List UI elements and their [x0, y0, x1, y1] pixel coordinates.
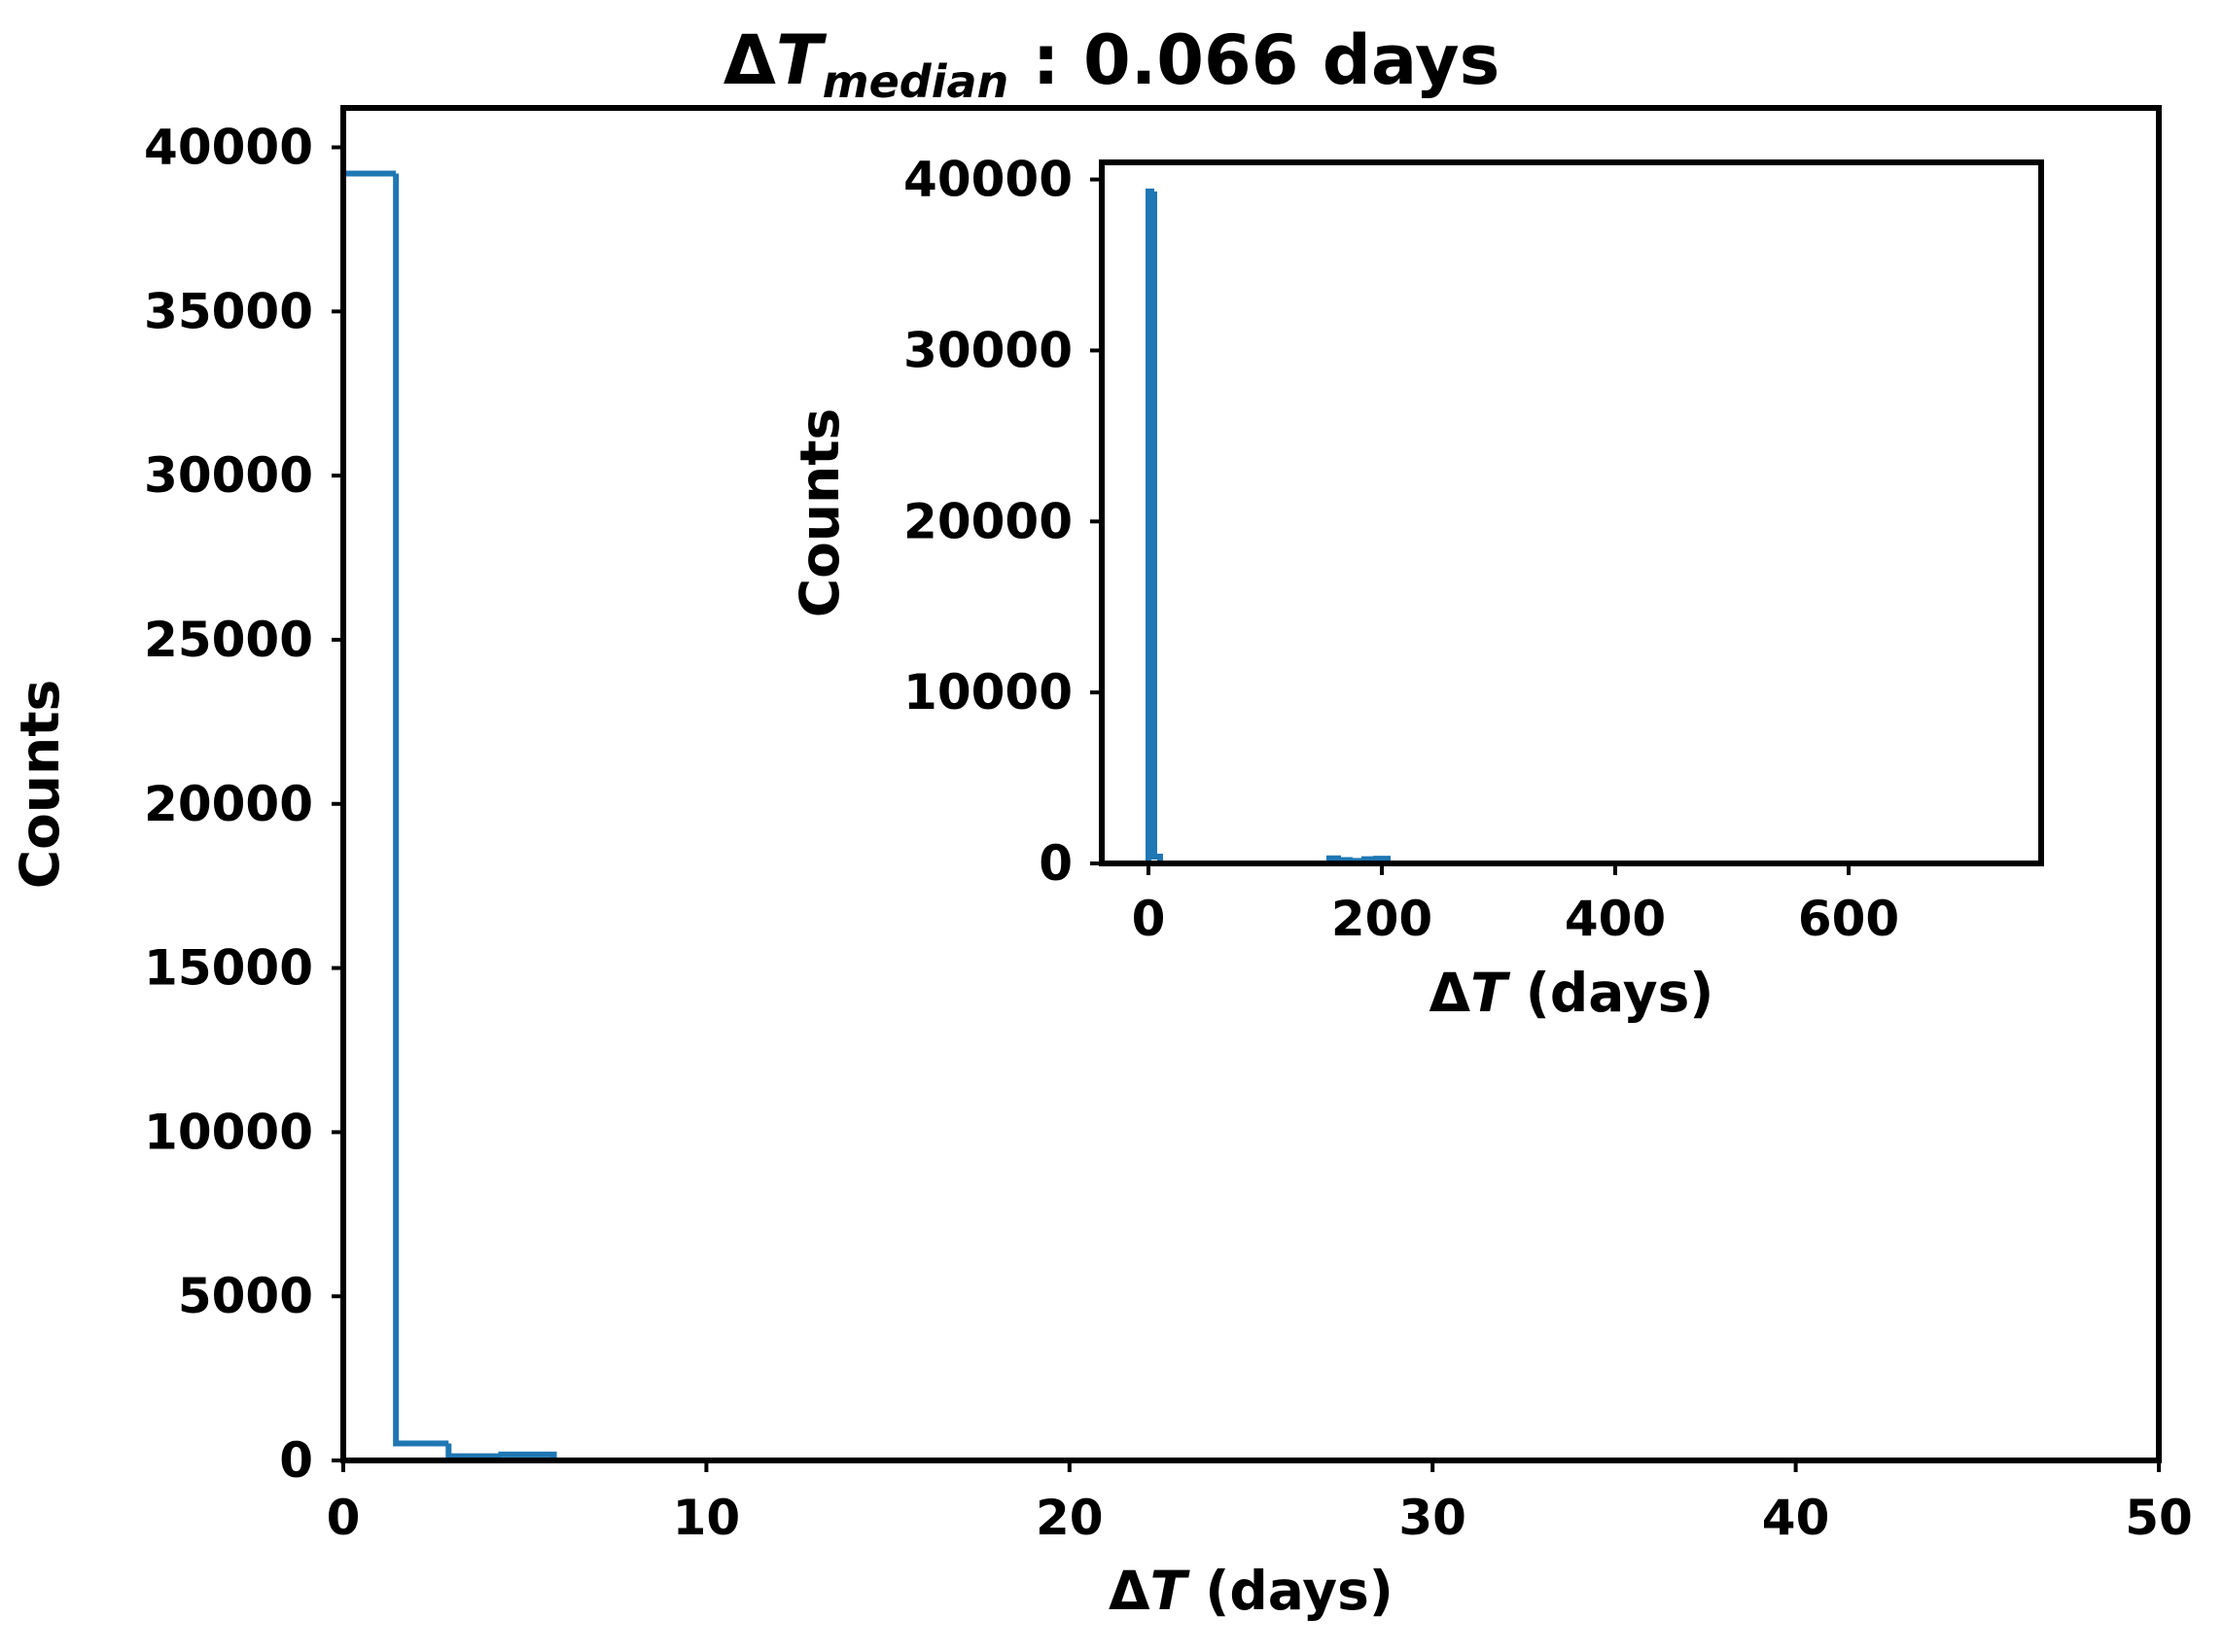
main-x-tick-label: 20 [1036, 1490, 1104, 1546]
main-x-tick-label: 30 [1398, 1490, 1466, 1546]
main-x-label-symbol: T [1150, 1560, 1191, 1622]
inset-x-axis-label: ΔT (days) [1429, 962, 1714, 1024]
inset-axes: 0 200 400 600 0 10000 20000 30000 40000 ΔT (days)… [789, 152, 2044, 1024]
title-symbol: T [776, 20, 828, 100]
inset-y-tick-label: 20000 [903, 493, 1073, 549]
main-y-tick-label: 0 [279, 1432, 313, 1489]
main-y-tick-label: 20000 [144, 776, 313, 832]
inset-y-axis-label: Counts [789, 408, 851, 618]
inset-x-tick-label: 400 [1565, 891, 1666, 947]
main-y-tick-label: 30000 [144, 447, 313, 504]
title-rest: : 0.066 days [1008, 20, 1500, 100]
inset-x-tick-label: 600 [1798, 891, 1899, 947]
inset-plot-area [1102, 162, 2041, 863]
inset-histogram-bin [1146, 188, 1154, 863]
inset-x-tick-label: 200 [1331, 891, 1432, 947]
main-x-axis-label: ΔT (days) [1109, 1560, 1394, 1622]
main-x-label-delta: Δ [1109, 1560, 1150, 1622]
inset-histogram-bin [1151, 191, 1163, 863]
inset-y-tick-label: 30000 [903, 322, 1073, 378]
main-y-tick-label: 10000 [144, 1104, 313, 1160]
main-x-label-rest: (days) [1186, 1560, 1394, 1622]
inset-y-tick-label: 10000 [903, 664, 1073, 721]
main-y-tick-label: 35000 [144, 283, 313, 339]
inset-x-tick-label: 0 [1132, 891, 1166, 947]
inset-y-tick-label: 40000 [903, 152, 1073, 208]
chart-title: ΔTmedian : 0.066 days [723, 20, 1500, 108]
main-y-tick-label: 25000 [144, 612, 313, 668]
inset-histogram-bin [1338, 857, 1353, 863]
main-y-tick-label: 5000 [178, 1268, 313, 1324]
main-y-axis-label: Counts [9, 680, 71, 890]
main-y-tick-label: 40000 [144, 120, 313, 176]
inset-x-label-symbol: T [1470, 962, 1511, 1024]
main-x-tick-label: 0 [327, 1490, 361, 1546]
main-axes-frame [340, 105, 2162, 1463]
title-subscript: median [823, 55, 1009, 108]
main-x-tick-label: 50 [2125, 1490, 2193, 1546]
main-x-tick-label: 40 [1762, 1490, 1830, 1546]
inset-x-label-delta: Δ [1429, 962, 1471, 1024]
inset-histogram-bin [1361, 856, 1376, 862]
main-histogram-bin [445, 1443, 502, 1459]
main-y-tick-label: 15000 [144, 940, 313, 997]
title-delta: Δ [723, 20, 776, 100]
main-x-tick-label: 10 [673, 1490, 741, 1546]
inset-y-tick-label: 0 [1039, 835, 1073, 892]
inset-x-label-rest: (days) [1507, 962, 1714, 1024]
main-histogram-bin [498, 1451, 557, 1460]
main-histogram-bin [393, 173, 449, 1447]
inset-axes-frame [1099, 159, 2044, 866]
